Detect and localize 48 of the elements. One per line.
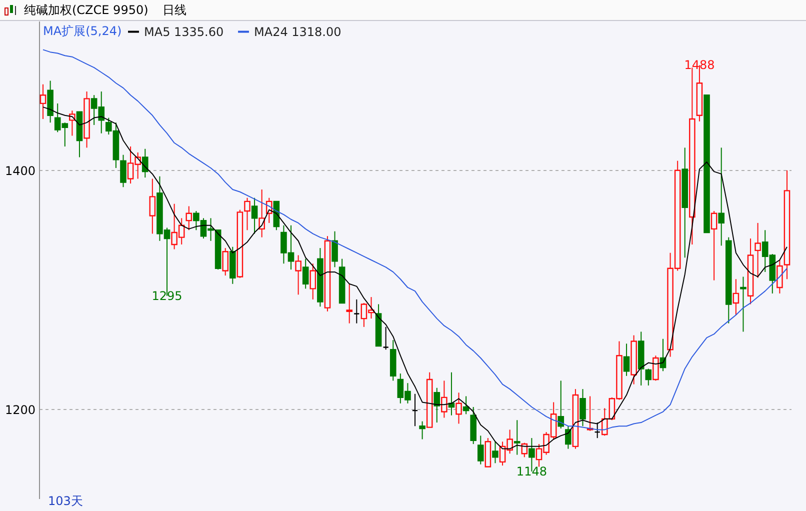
y-tick-label: 1400 [4,164,36,178]
candlestick [332,230,338,268]
candlestick [302,258,309,290]
chart-title: 纯碱加权(CZCE 9950) [24,2,148,18]
candlestick [412,393,418,427]
candlestick [251,197,258,234]
candlestick [514,420,520,456]
candlestick [754,222,761,278]
candlestick [310,263,316,300]
legend-label: MA24 1318.00 [254,24,342,39]
annotation: 1488 [684,58,715,72]
candlestick [740,276,746,332]
candlestick [732,278,740,316]
candlestick [623,343,630,376]
candlestick [441,380,448,418]
candlestick [382,326,389,350]
candlestick [580,388,586,427]
candlestick [477,435,484,465]
y-tick-label: 1200 [4,402,36,417]
chart-subtitle: 日线 [162,2,186,18]
annotation: 103天 [48,493,83,510]
annotation: 1295 [152,288,182,303]
candlestick [594,422,600,439]
annotation: 1148 [516,464,547,479]
candlestick [565,426,572,450]
candlestick [718,147,724,246]
candlestick [353,298,360,324]
candlestick [645,368,652,386]
candlestick [222,248,229,276]
candlestick [149,178,156,234]
candlestick [40,84,46,120]
candlestick [456,392,462,424]
candlestick [776,260,783,294]
legend-label: MA5 1335.60 [144,24,224,39]
candlestick [492,441,498,464]
candlestick [434,387,440,424]
candlestick [710,210,718,281]
candlestick [601,408,608,436]
candlestick [244,197,250,231]
candlestick [186,206,192,231]
legend-title: MA扩展(5,24) [43,24,122,38]
candlestick [419,420,426,440]
candlestick [558,380,564,429]
candlestick [142,148,148,178]
candlestick [346,283,353,324]
candlestick [120,154,126,188]
candlestick [652,355,659,382]
candlestick [295,254,302,296]
